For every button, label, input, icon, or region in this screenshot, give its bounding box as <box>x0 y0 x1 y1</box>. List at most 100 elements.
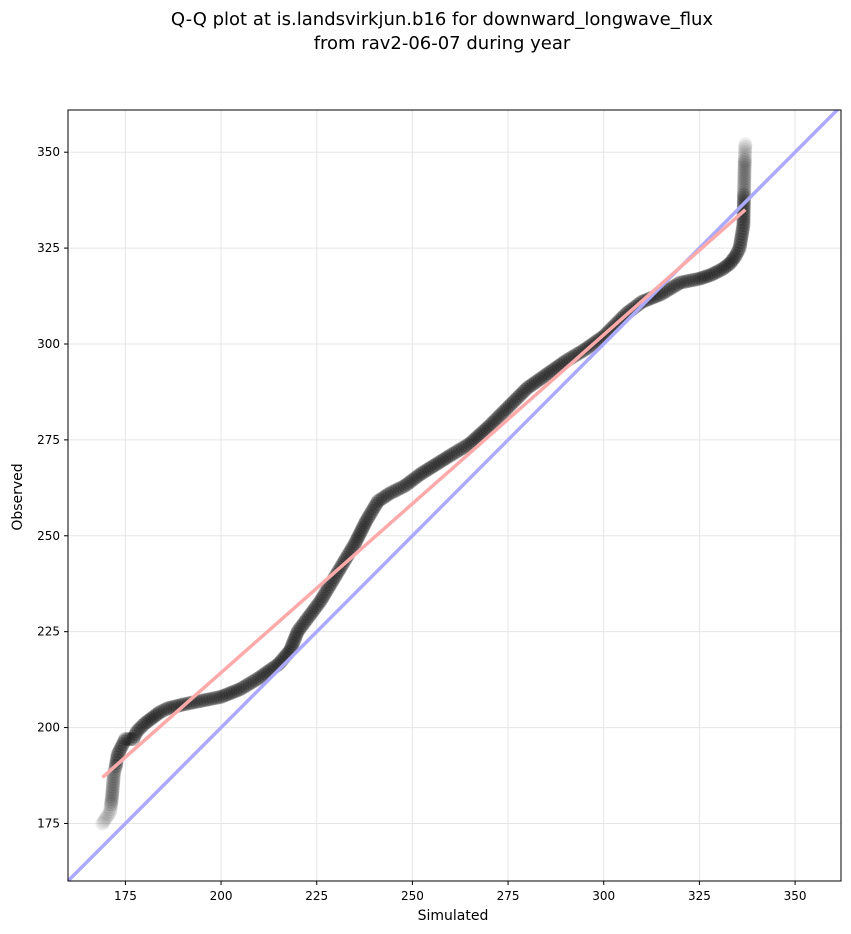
qq-point <box>738 145 753 160</box>
qq-point <box>737 163 752 178</box>
qq-point <box>365 503 380 518</box>
qq-point <box>710 264 725 279</box>
qq-point <box>446 446 461 461</box>
y-tick-label: 300 <box>37 337 60 351</box>
qq-point <box>233 682 248 697</box>
qq-point <box>721 257 736 272</box>
reference-lines <box>68 110 840 881</box>
qq-point <box>532 372 547 387</box>
qq-point <box>237 679 252 694</box>
qq-point <box>737 147 752 162</box>
qq-point <box>113 742 128 757</box>
qq-point <box>462 436 477 451</box>
y-tick-label: 225 <box>37 625 60 639</box>
qq-point <box>160 701 175 716</box>
qq-point <box>104 794 119 809</box>
qq-point <box>155 703 170 718</box>
qq-point <box>137 716 152 731</box>
qq-point <box>105 789 120 804</box>
qq-point <box>145 710 160 725</box>
qq-point <box>474 426 489 441</box>
qq-point <box>735 223 750 238</box>
qq-point <box>737 166 752 181</box>
qq-point <box>489 411 504 426</box>
qq-point <box>348 536 363 551</box>
qq-point <box>666 279 681 294</box>
qq-point <box>464 434 479 449</box>
qq-point <box>101 807 116 822</box>
qq-point <box>120 732 135 747</box>
qq-point <box>105 787 120 802</box>
qq-point <box>208 690 223 705</box>
qq-point <box>408 470 423 485</box>
qq-point <box>300 611 315 626</box>
qq-point <box>715 262 730 277</box>
qq-point <box>106 771 121 786</box>
qq-point <box>506 394 521 409</box>
qq-point <box>736 193 751 208</box>
qq-point <box>510 390 525 405</box>
qq-point <box>661 282 676 297</box>
qq-point <box>430 456 445 471</box>
qq-point <box>734 229 749 244</box>
qq-point <box>351 529 366 544</box>
qq-point <box>410 469 425 484</box>
chart-title-line-2: from rav2-06-07 during year <box>314 33 571 54</box>
qq-point <box>736 207 751 222</box>
qq-point <box>302 609 317 624</box>
qq-point <box>455 441 470 456</box>
qq-point <box>423 460 438 475</box>
qq-point <box>163 700 178 715</box>
x-tick-label: 275 <box>497 889 520 903</box>
qq-point <box>350 531 365 546</box>
qq-point <box>681 273 696 288</box>
qq-point <box>150 706 165 721</box>
qq-point <box>368 499 383 514</box>
qq-point <box>443 448 458 463</box>
qq-point <box>404 473 419 488</box>
axis-ticks: 175 200 225 250 275 300 325 350 175 200 225 250 275 3… <box>37 145 806 903</box>
qq-point <box>678 274 693 289</box>
qq-point <box>537 369 552 384</box>
qq-point <box>149 708 164 723</box>
grid-lines <box>68 110 841 881</box>
qq-point <box>308 600 323 615</box>
qq-point <box>197 693 212 708</box>
qq-point <box>701 268 716 283</box>
qq-point <box>468 431 483 446</box>
qq-point <box>352 527 367 542</box>
qq-point <box>520 381 535 396</box>
qq-point <box>100 809 115 824</box>
qq-point <box>254 669 269 684</box>
qq-point <box>535 370 550 385</box>
qq-point <box>713 263 728 278</box>
qq-point <box>226 685 241 700</box>
qq-point <box>356 520 371 535</box>
qq-point <box>106 776 121 791</box>
qq-point <box>737 160 752 175</box>
y-tick-label: 175 <box>37 816 60 830</box>
qq-point <box>419 463 434 478</box>
qq-point <box>495 406 510 421</box>
qq-point <box>377 489 392 504</box>
qq-point <box>319 584 334 599</box>
qq-point <box>369 496 384 511</box>
qq-point <box>147 709 162 724</box>
qq-point <box>415 466 430 481</box>
qq-point <box>658 284 673 299</box>
qq-point <box>115 737 130 752</box>
y-tick-label: 350 <box>37 145 60 159</box>
qq-point <box>384 485 399 500</box>
qq-point <box>329 567 344 582</box>
qq-point <box>157 702 172 717</box>
qq-point <box>453 442 468 457</box>
qq-point <box>723 256 738 271</box>
qq-point <box>103 802 118 817</box>
qq-point <box>184 695 199 710</box>
qq-point <box>135 718 150 733</box>
qq-point <box>441 449 456 464</box>
qq-point <box>373 492 388 507</box>
qq-point <box>736 215 751 230</box>
x-tick-label: 325 <box>688 889 711 903</box>
axes-frame <box>67 109 842 882</box>
